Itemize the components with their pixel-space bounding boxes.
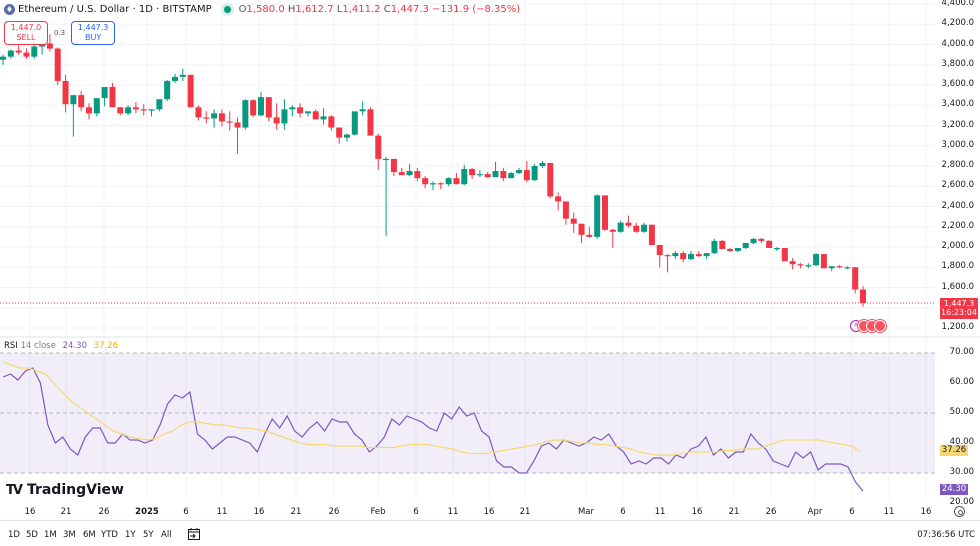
time-axis-label: 26 — [328, 507, 340, 517]
time-axis-label: 21 — [60, 507, 72, 517]
time-axis-label: 26 — [765, 507, 777, 517]
rsi-value-tag: 24.30 — [940, 484, 968, 495]
price-axis-label: 1,200.0 — [941, 322, 974, 332]
tradingview-logo[interactable]: TV TradingView — [6, 482, 124, 498]
time-axis-label: 16 — [253, 507, 265, 517]
rsi-axis-label: 50.00 — [949, 407, 974, 417]
price-axis-label: 3,000.0 — [941, 139, 974, 150]
settings-gear-icon[interactable] — [954, 506, 965, 517]
time-axis-label: 16 — [920, 507, 932, 517]
time-axis-label: 6 — [849, 507, 855, 517]
rsi-axis-label: 60.00 — [949, 377, 974, 387]
range-button-3m[interactable]: 3M — [63, 530, 76, 540]
symbol-title[interactable]: Ethereum / U.S. Dollar · 1D · BITSTAMP — [18, 4, 212, 15]
time-axis-label: 11 — [447, 507, 459, 517]
time-axis-label: 16 — [24, 507, 36, 517]
ohlc-values: O1,580.0 H1,612.7 L1,411.2 C1,447.3 −131… — [238, 4, 521, 15]
price-axis-label: 3,600.0 — [941, 79, 974, 89]
time-axis-label: Mar — [577, 507, 595, 517]
current-price-tag: 1,447.3 16:23:04 — [940, 298, 978, 319]
rsi-ma-tag: 37.26 — [940, 445, 968, 456]
price-axis-label: 3,200.0 — [941, 119, 974, 130]
price-axis-label: 2,600.0 — [941, 180, 974, 191]
rsi-legend[interactable]: RSI 14 close 24.30 37.26 — [4, 341, 119, 351]
time-axis-label: 6 — [413, 507, 419, 517]
us-flag-event-icon[interactable] — [874, 320, 886, 332]
time-axis-label: 16 — [691, 507, 703, 517]
range-button-1d[interactable]: 1D — [8, 530, 20, 540]
time-axis-label: 26 — [98, 507, 110, 517]
price-axis-label: 1,800.0 — [941, 261, 974, 272]
rsi-axis-label: 70.00 — [949, 347, 974, 357]
events-markers: ⚡ — [850, 320, 886, 332]
time-axis-label: 6 — [183, 507, 189, 517]
goto-date-calendar-icon[interactable] — [187, 527, 201, 541]
time-axis-label: 21 — [728, 507, 740, 517]
rsi-axis-label: 20.00 — [949, 497, 974, 507]
time-axis-label: Apr — [807, 507, 823, 517]
range-button-5y[interactable]: 5Y — [143, 530, 154, 540]
symbol-header: ♦ Ethereum / U.S. Dollar · 1D · BITSTAMP… — [4, 4, 520, 15]
range-button-ytd[interactable]: YTD — [101, 530, 118, 540]
price-axis-label: 2,800.0 — [941, 160, 974, 170]
rsi-axis-label: 30.00 — [949, 467, 974, 477]
time-axis-label: 11 — [216, 507, 228, 517]
price-axis-label: 2,200.0 — [941, 220, 974, 231]
time-axis-label: 21 — [290, 507, 302, 517]
time-axis-label: 11 — [883, 507, 895, 517]
utc-clock[interactable]: 07:36:56 UTC — [917, 530, 975, 540]
rsi-axis-label: 40.00 — [949, 437, 974, 447]
ethereum-icon: ♦ — [4, 4, 15, 15]
range-button-5d[interactable]: 5D — [26, 530, 38, 540]
time-axis-label: 16 — [483, 507, 495, 517]
range-button-1m[interactable]: 1M — [44, 530, 57, 540]
price-axis-label: 4,000.0 — [941, 38, 974, 49]
price-axis-label: 1,600.0 — [941, 281, 974, 292]
sell-button[interactable]: 1,447.0 SELL — [4, 21, 48, 45]
time-axis-label: 6 — [620, 507, 626, 517]
price-change: −131.9 (−8.35%) — [432, 4, 521, 15]
price-axis-label: 2,400.0 — [941, 200, 974, 211]
bottom-toolbar — [0, 520, 980, 546]
range-button-all[interactable]: All — [161, 530, 172, 540]
price-axis-label: 4,400.0 — [941, 0, 974, 8]
range-button-6m[interactable]: 6M — [83, 530, 96, 540]
time-axis-label: 2025 — [135, 507, 159, 517]
trade-panel: 1,447.0 SELL 0.3 1,447.3 BUY — [4, 21, 116, 45]
price-axis-label: 3,400.0 — [941, 99, 974, 110]
market-open-icon — [223, 6, 231, 13]
time-axis-label: 11 — [654, 507, 666, 517]
price-axis-label: 2,000.0 — [941, 241, 974, 251]
spread-value: 0.3 — [54, 29, 66, 37]
price-axis-label: 4,200.0 — [941, 18, 974, 29]
time-axis-label: Feb — [370, 507, 386, 517]
range-button-1y[interactable]: 1Y — [125, 530, 136, 540]
tradingview-logo-icon: TV — [6, 482, 23, 498]
time-axis-label: 21 — [519, 507, 531, 517]
price-axis-label: 3,800.0 — [941, 58, 974, 69]
buy-button[interactable]: 1,447.3 BUY — [71, 21, 116, 45]
